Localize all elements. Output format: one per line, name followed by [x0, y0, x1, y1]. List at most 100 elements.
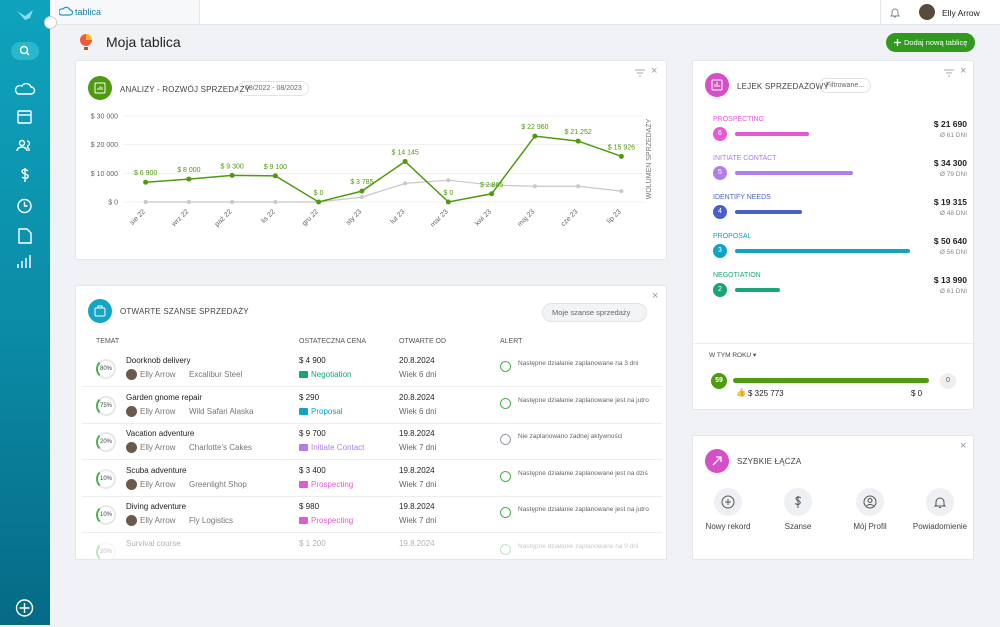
price: $ 9 700	[299, 429, 326, 439]
data-point	[576, 184, 581, 189]
data-label: $ 21 252	[565, 129, 592, 136]
data-point	[143, 200, 148, 204]
data-label: $ 2 865	[480, 182, 503, 189]
funnel-stage[interactable]: PROSPECTING 6 $ 21 690 Ø 61 DNI	[707, 116, 967, 152]
quick-link-label[interactable]: Nowy rekord	[705, 522, 751, 531]
owner-filter-label[interactable]: Moje szanse sprzedaży	[552, 308, 631, 317]
search-button[interactable]	[11, 42, 39, 60]
x-tick-label: kwi 23	[474, 208, 493, 227]
close-button[interactable]: ×	[960, 440, 967, 452]
cloud-icon	[59, 6, 73, 16]
table-row[interactable]: 10% Scuba adventure Elly Arrow Greenlight S…	[82, 461, 662, 497]
funnel-stage[interactable]: PROPOSAL 3 $ 50 640 Ø 56 DNI	[707, 233, 967, 269]
add-board-label[interactable]: Dodaj nową tablicę	[904, 38, 968, 47]
funnel-stage[interactable]: NEGOTIATION 2 $ 13 990 Ø 61 DNI	[707, 272, 967, 308]
close-button[interactable]: ×	[960, 65, 967, 77]
nav-calendar[interactable]	[17, 110, 32, 124]
add-board-button[interactable]: Dodaj nową tablicę	[886, 33, 975, 52]
divider	[693, 343, 973, 344]
x-tick-label: wrz 22	[170, 208, 190, 228]
period-label[interactable]: W TYM ROKU	[709, 352, 752, 359]
tab[interactable]: tablica	[55, 0, 200, 24]
data-point	[230, 200, 235, 204]
series-line	[145, 135, 622, 203]
progress-ring: 10%	[96, 505, 116, 526]
stage-days: Ø 61 DNI	[939, 132, 967, 139]
logo	[17, 10, 33, 20]
table-row[interactable]: 20% Vacation adventure Elly Arrow Charlotte…	[82, 424, 662, 461]
column-header[interactable]: TEMAT	[96, 338, 120, 345]
x-tick-label: lis 22	[260, 208, 277, 225]
quick-link[interactable]: Szanse	[758, 488, 838, 531]
nav-cloud[interactable]	[14, 82, 36, 95]
stage-label: Negotiation	[311, 370, 352, 379]
progress-ring: 10%	[96, 468, 116, 489]
stage-count: 3	[713, 244, 727, 258]
opportunity-name: Diving adventure	[126, 502, 187, 512]
bell-icon[interactable]	[890, 7, 900, 18]
data-point	[229, 172, 235, 178]
table-row[interactable]: 80% Doorknob delivery Elly Arrow Excalibur …	[82, 351, 662, 387]
funnel-filter[interactable]: Filtrowane...	[819, 78, 872, 93]
card-title: SZYBKIE ŁĄCZA	[737, 457, 802, 466]
nav-deals[interactable]	[21, 168, 29, 182]
quick-link[interactable]: Mój Profil	[830, 488, 910, 531]
date-range[interactable]: 08/2022 - 08/2023	[238, 81, 309, 96]
stage-label: Prospecting	[311, 479, 354, 489]
open-date: 19.8.2024	[399, 539, 435, 548]
collapse-toggle[interactable]	[44, 16, 57, 29]
funnel-stage[interactable]: INITIATE CONTACT 5 $ 34 300 Ø 79 DNI	[707, 155, 967, 191]
stage: Prospecting	[299, 516, 353, 525]
x-tick-label: paź 22	[214, 208, 234, 228]
opportunity-name: Vacation adventure	[126, 429, 195, 439]
add-button[interactable]	[15, 599, 34, 617]
column-header[interactable]: OSTATECZNA CENA	[299, 338, 367, 345]
progress-ring: 80%	[96, 359, 116, 379]
won-amount: $ 325 773	[748, 389, 784, 398]
search-icon[interactable]	[19, 45, 29, 55]
quick-link[interactable]: Powiadomienie	[900, 488, 980, 531]
stage-tag	[299, 444, 308, 452]
open-date: 19.8.2024	[399, 429, 435, 439]
card-title: ANALIZY - ROZWÓJ SPRZEDAŻY	[120, 85, 251, 94]
filter-icon[interactable]	[635, 69, 645, 77]
nav-activities[interactable]	[17, 198, 32, 214]
table-row[interactable]: 10% Diving adventure Elly Arrow Fly Logisti…	[82, 497, 662, 534]
quick-link[interactable]: Nowy rekord	[688, 488, 768, 531]
company: Fly Logistics	[189, 516, 234, 526]
close-button[interactable]: ×	[651, 65, 658, 77]
nav-documents[interactable]	[18, 228, 32, 244]
funnel-stage[interactable]: IDENTIFY NEEDS 4 $ 19 315 Ø 48 DNI	[707, 194, 967, 230]
quick-link-label[interactable]: Szanse	[784, 522, 812, 531]
data-label: $ 6 900	[134, 170, 157, 177]
quick-link-label[interactable]: Mój Profil	[853, 522, 887, 531]
data-point	[186, 176, 192, 182]
x-tick-label: cze 23	[560, 208, 580, 228]
period-select[interactable]: W TYM ROKU ▾	[709, 352, 757, 359]
alert: Nie zaplanowano żadnej aktywności	[518, 433, 623, 441]
stage-amount: $ 13 990	[933, 275, 967, 285]
owner-filter[interactable]: Moje szanse sprzedaży	[542, 303, 648, 322]
company: Charlotte's Cakes	[189, 443, 252, 453]
alert: Następne działanie zaplanowane na 3 dni	[518, 360, 639, 367]
divider	[880, 0, 881, 24]
filter-icon[interactable]	[944, 69, 954, 77]
x-tick-label: gru 22	[301, 208, 320, 227]
column-header[interactable]: OTWARTE OD	[399, 338, 447, 345]
opportunity-name: Doorknob delivery	[126, 356, 191, 365]
avatar[interactable]	[919, 4, 935, 20]
nav-reports[interactable]	[17, 255, 31, 268]
close-button[interactable]: ×	[652, 290, 659, 302]
table-row[interactable]: 20% Survival course $ 1 200 19.8.2024 Następ…	[82, 534, 662, 559]
age: Wiek 7 dni	[399, 443, 437, 453]
stage-days: Ø 56 DNI	[939, 249, 967, 256]
line-chart: $ 0 $ 10 000 $ 20 000 $ 30 000 sie 22 wrz 22 p…	[91, 114, 653, 229]
column-header[interactable]: ALERT	[500, 338, 523, 345]
quick-link-label[interactable]: Powiadomienie	[912, 522, 968, 531]
alert: Następne działanie zaplanowane jest na d…	[518, 469, 648, 477]
user-name[interactable]: Elly Arrow	[942, 8, 980, 18]
nav-contacts[interactable]	[18, 139, 26, 147]
table-row[interactable]: 75% Garden gnome repair Elly Arrow Wild Saf…	[82, 388, 662, 424]
data-point	[273, 200, 278, 204]
stage-name: IDENTIFY NEEDS	[713, 194, 771, 201]
